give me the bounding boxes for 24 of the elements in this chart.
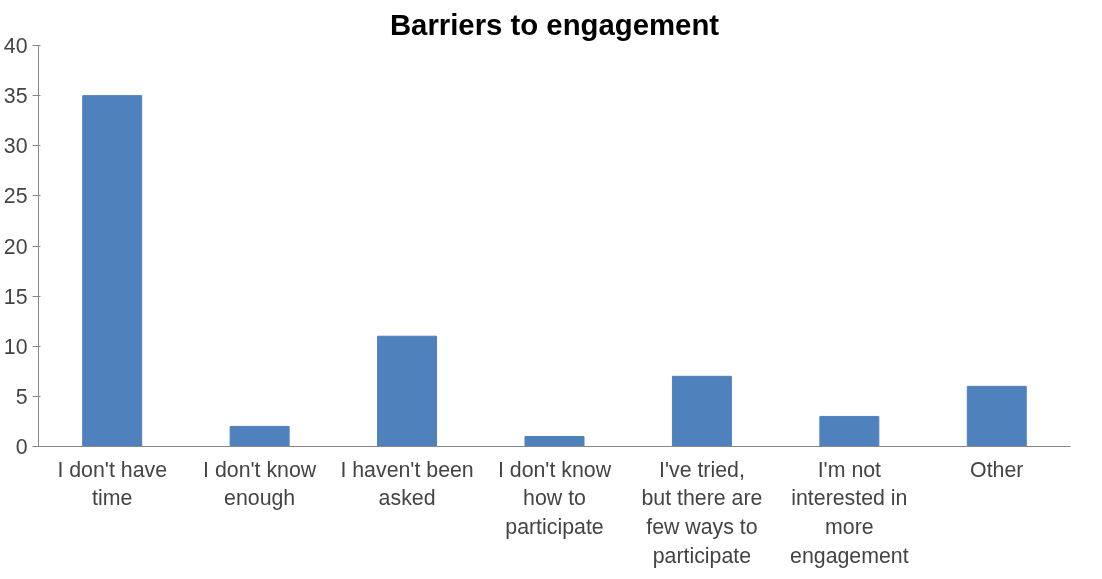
x-tick-label: Other: [970, 457, 1024, 482]
x-tick-label: I don't have time: [57, 457, 168, 511]
y-tick-label: 0: [15, 435, 28, 459]
bar: [524, 435, 585, 447]
y-tick-label: 15: [3, 284, 28, 309]
y-tick-label: 10: [3, 334, 28, 359]
bar: [377, 335, 438, 447]
y-tick-label: 20: [3, 234, 28, 259]
x-tick-label: I've tried, but there are few ways to participate: [641, 457, 763, 568]
x-tick-label: I don't know enough: [203, 457, 317, 511]
bar: [819, 415, 880, 447]
y-tick-label: 25: [3, 184, 28, 209]
y-tick-label: 40: [3, 34, 28, 58]
y-tick-label: 5: [15, 384, 28, 409]
bar: [671, 375, 732, 447]
chart-title: Barriers to engagement: [389, 7, 720, 41]
y-tick-label: 30: [3, 134, 28, 159]
y-tick-label: 35: [3, 84, 28, 109]
bar: [229, 425, 290, 447]
x-tick-label: I'm not interested in more engagement: [790, 457, 909, 568]
bar: [82, 95, 143, 447]
bar: [966, 385, 1027, 447]
x-tick-label: I haven't been asked: [340, 457, 474, 511]
x-tick-label: I don't know how to participate: [497, 457, 612, 540]
